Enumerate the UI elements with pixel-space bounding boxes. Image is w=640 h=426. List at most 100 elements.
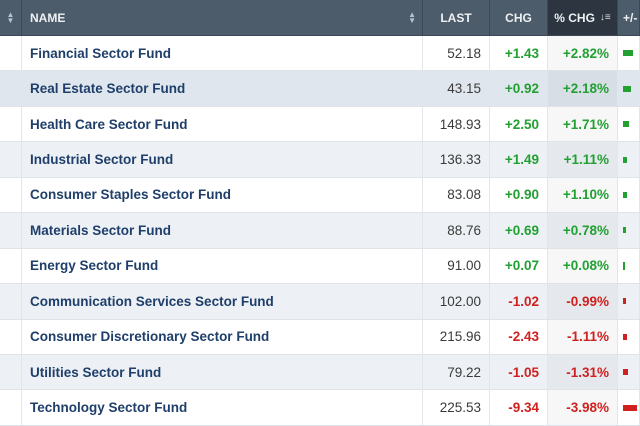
fund-name[interactable]: Energy Sector Fund xyxy=(22,248,423,284)
change-value: +2.50 xyxy=(490,106,548,142)
table-row[interactable]: Materials Sector Fund 88.76 +0.69 +0.78% xyxy=(0,213,640,249)
last-price: 43.15 xyxy=(423,71,490,106)
last-price: 225.53 xyxy=(423,390,490,425)
row-select-cell[interactable] xyxy=(0,142,22,177)
row-select-cell[interactable] xyxy=(0,177,22,213)
change-bar xyxy=(623,298,626,305)
change-bar xyxy=(623,191,627,198)
table-header: ▲ ▼ NAME ▲ ▼ LAST CHG % CHG ↓≡ +/- xyxy=(0,0,640,36)
change-bar xyxy=(623,261,625,270)
fund-name[interactable]: Industrial Sector Fund xyxy=(22,142,423,177)
change-value: +1.43 xyxy=(490,36,548,71)
last-price: 52.18 xyxy=(423,36,490,71)
row-select-cell[interactable] xyxy=(0,106,22,142)
last-price: 79.22 xyxy=(423,354,490,390)
last-price: 102.00 xyxy=(423,284,490,319)
row-select-cell[interactable] xyxy=(0,284,22,319)
change-value: +0.90 xyxy=(490,177,548,213)
chg-header-label: CHG xyxy=(505,10,532,25)
change-bar xyxy=(623,50,633,57)
table-row[interactable]: Energy Sector Fund 91.00 +0.07 +0.08% xyxy=(0,248,640,285)
fund-name[interactable]: Communication Services Sector Fund xyxy=(22,284,423,319)
last-header-label: LAST xyxy=(440,10,472,25)
change-value: -2.43 xyxy=(490,319,548,354)
pct-chg-header-label: % CHG xyxy=(554,10,595,25)
name-column-header[interactable]: NAME ▲ ▼ xyxy=(22,0,423,35)
change-bar-cell xyxy=(618,284,640,319)
percent-change-value: -3.98% xyxy=(548,390,618,425)
row-select-cell[interactable] xyxy=(0,354,22,390)
fund-name[interactable]: Financial Sector Fund xyxy=(22,36,423,71)
fund-name[interactable]: Health Care Sector Fund xyxy=(22,106,423,142)
table-row[interactable]: Communication Services Sector Fund 102.00… xyxy=(0,284,640,320)
change-bar xyxy=(623,121,629,128)
percent-change-value: -0.99% xyxy=(548,284,618,319)
change-value: +1.49 xyxy=(490,142,548,177)
last-price: 88.76 xyxy=(423,213,490,248)
table-row[interactable]: Consumer Staples Sector Fund 83.08 +0.90 +1… xyxy=(0,177,640,214)
change-bar-cell xyxy=(618,248,640,284)
row-select-cell[interactable] xyxy=(0,71,22,106)
table-row[interactable]: Industrial Sector Fund 136.33 +1.49 +1.11% xyxy=(0,142,640,178)
percent-change-value: +1.11% xyxy=(548,142,618,177)
change-value: -1.05 xyxy=(490,354,548,390)
table-row[interactable]: Technology Sector Fund 225.53 -9.34 -3.98% xyxy=(0,390,640,426)
change-bar-cell xyxy=(618,213,640,248)
change-bar xyxy=(623,404,637,411)
row-select-cell[interactable] xyxy=(0,390,22,425)
chg-column-header[interactable]: CHG xyxy=(490,0,548,35)
fund-name[interactable]: Technology Sector Fund xyxy=(22,390,423,425)
table-row[interactable]: Utilities Sector Fund 79.22 -1.05 -1.31% xyxy=(0,354,640,391)
change-bar-cell xyxy=(618,390,640,425)
plusminus-column-header[interactable]: +/- xyxy=(618,0,640,35)
percent-change-value: +2.82% xyxy=(548,36,618,71)
plusminus-header-label: +/- xyxy=(623,10,638,25)
change-bar xyxy=(623,227,626,234)
last-column-header[interactable]: LAST xyxy=(423,0,490,35)
change-bar-cell xyxy=(618,354,640,390)
change-bar-cell xyxy=(618,142,640,177)
table-row[interactable]: Consumer Discretionary Sector Fund 215.96… xyxy=(0,319,640,355)
last-price: 148.93 xyxy=(423,106,490,142)
change-bar xyxy=(623,369,628,376)
change-bar xyxy=(623,85,631,92)
fund-name[interactable]: Consumer Discretionary Sector Fund xyxy=(22,319,423,354)
change-bar xyxy=(623,333,627,340)
table-body: Financial Sector Fund 52.18 +1.43 +2.82% Rea… xyxy=(0,36,640,426)
row-select-cell[interactable] xyxy=(0,319,22,354)
table-row[interactable]: Health Care Sector Fund 148.93 +2.50 +1.71% xyxy=(0,106,640,143)
percent-change-value: +0.78% xyxy=(548,213,618,248)
name-header-label: NAME xyxy=(30,10,66,25)
change-value: +0.69 xyxy=(490,213,548,248)
change-bar-cell xyxy=(618,177,640,213)
last-price: 136.33 xyxy=(423,142,490,177)
fund-name[interactable]: Materials Sector Fund xyxy=(22,213,423,248)
last-price: 215.96 xyxy=(423,319,490,354)
percent-change-value: -1.11% xyxy=(548,319,618,354)
last-price: 83.08 xyxy=(423,177,490,213)
sort-descending-icon: ↓≡ xyxy=(599,12,611,23)
fund-name[interactable]: Utilities Sector Fund xyxy=(22,354,423,390)
row-select-cell[interactable] xyxy=(0,213,22,248)
row-select-cell[interactable] xyxy=(0,248,22,284)
percent-change-value: +0.08% xyxy=(548,248,618,284)
percent-change-value: +1.71% xyxy=(548,106,618,142)
fund-name[interactable]: Consumer Staples Sector Fund xyxy=(22,177,423,213)
change-bar-cell xyxy=(618,319,640,354)
percent-change-value: -1.31% xyxy=(548,354,618,390)
row-select-header[interactable]: ▲ ▼ xyxy=(0,0,22,35)
change-bar xyxy=(623,156,627,163)
change-bar-cell xyxy=(618,106,640,142)
table-row[interactable]: Financial Sector Fund 52.18 +1.43 +2.82% xyxy=(0,36,640,72)
change-bar-cell xyxy=(618,36,640,71)
change-value: -9.34 xyxy=(490,390,548,425)
row-select-cell[interactable] xyxy=(0,36,22,71)
percent-change-value: +2.18% xyxy=(548,71,618,106)
change-bar-cell xyxy=(618,71,640,106)
table-row[interactable]: Real Estate Sector Fund 43.15 +0.92 +2.18% xyxy=(0,71,640,107)
change-value: +0.92 xyxy=(490,71,548,106)
last-price: 91.00 xyxy=(423,248,490,284)
fund-name[interactable]: Real Estate Sector Fund xyxy=(22,71,423,106)
pct-chg-column-header[interactable]: % CHG ↓≡ xyxy=(548,0,618,35)
